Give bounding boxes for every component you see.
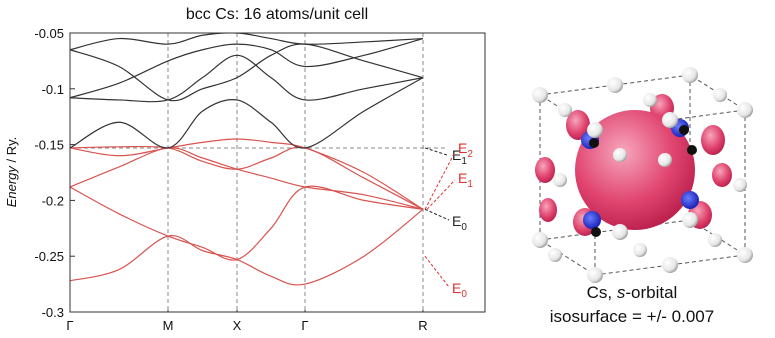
x-tick-label: Γ [301,318,308,333]
caption-line-1: Cs, s-orbital [587,283,678,302]
band-line [70,138,424,210]
annotation-sub: 0 [461,289,467,300]
caption-suffix: -orbital [625,283,677,302]
band-line [70,208,424,286]
band-line [70,33,424,51]
annotation: E0 [452,213,467,233]
annotation-sub: 2 [467,149,473,160]
annotation-text: E [452,147,461,163]
annotation-text: E [458,170,467,186]
plot-frame [69,32,486,313]
annotation-sub: 1 [461,156,467,167]
annotation: E0 [452,280,467,300]
y-tick-label: -0.15 [34,138,64,153]
annotation-leader [424,255,450,288]
band-line [70,147,424,210]
caption-italic: s [617,283,626,302]
annotation: E2 [458,140,473,160]
y-label-rest: / Ry. [4,137,19,166]
annotation-leader [424,208,450,221]
annotation-leader [426,179,456,210]
caption-line-2: isosurface = +/- 0.007 [550,307,714,326]
caption-prefix: Cs, [587,283,617,302]
y-tick-label: -0.25 [34,249,64,264]
annotation-text: E [452,213,461,229]
y-label-italic: Energy [4,165,19,208]
band-line [70,185,424,261]
annotation-text: E [458,140,467,156]
band-line [70,38,424,99]
x-tick-label: Γ [66,318,73,333]
y-axis-label: Energy / Ry. [4,137,19,208]
y-tick-label: -0.05 [34,26,64,41]
bands [70,33,424,286]
annotation-sub: 0 [461,222,467,233]
annotation: E1 [452,147,467,167]
y-tick-label: -0.1 [42,82,64,97]
y-tick-label: -0.2 [42,193,64,208]
x-tick-label: M [163,318,174,333]
annotation-leader [424,147,448,156]
x-tick-label: X [233,318,242,333]
annotation-text: E [452,280,461,296]
band-line [70,54,424,103]
band-line [70,43,424,102]
annotation: E1 [458,170,473,190]
chart-title: bcc Cs: 16 atoms/unit cell [186,6,368,23]
annotation-sub: 1 [467,179,473,190]
x-tick-label: R [418,318,427,333]
annotation-leader [424,151,456,210]
band-line [70,77,424,149]
y-tick-label: -0.3 [42,305,64,320]
orbital-image: Cs, s-orbital isosurface = +/- 0.007 [532,67,753,326]
band-line [70,145,424,210]
